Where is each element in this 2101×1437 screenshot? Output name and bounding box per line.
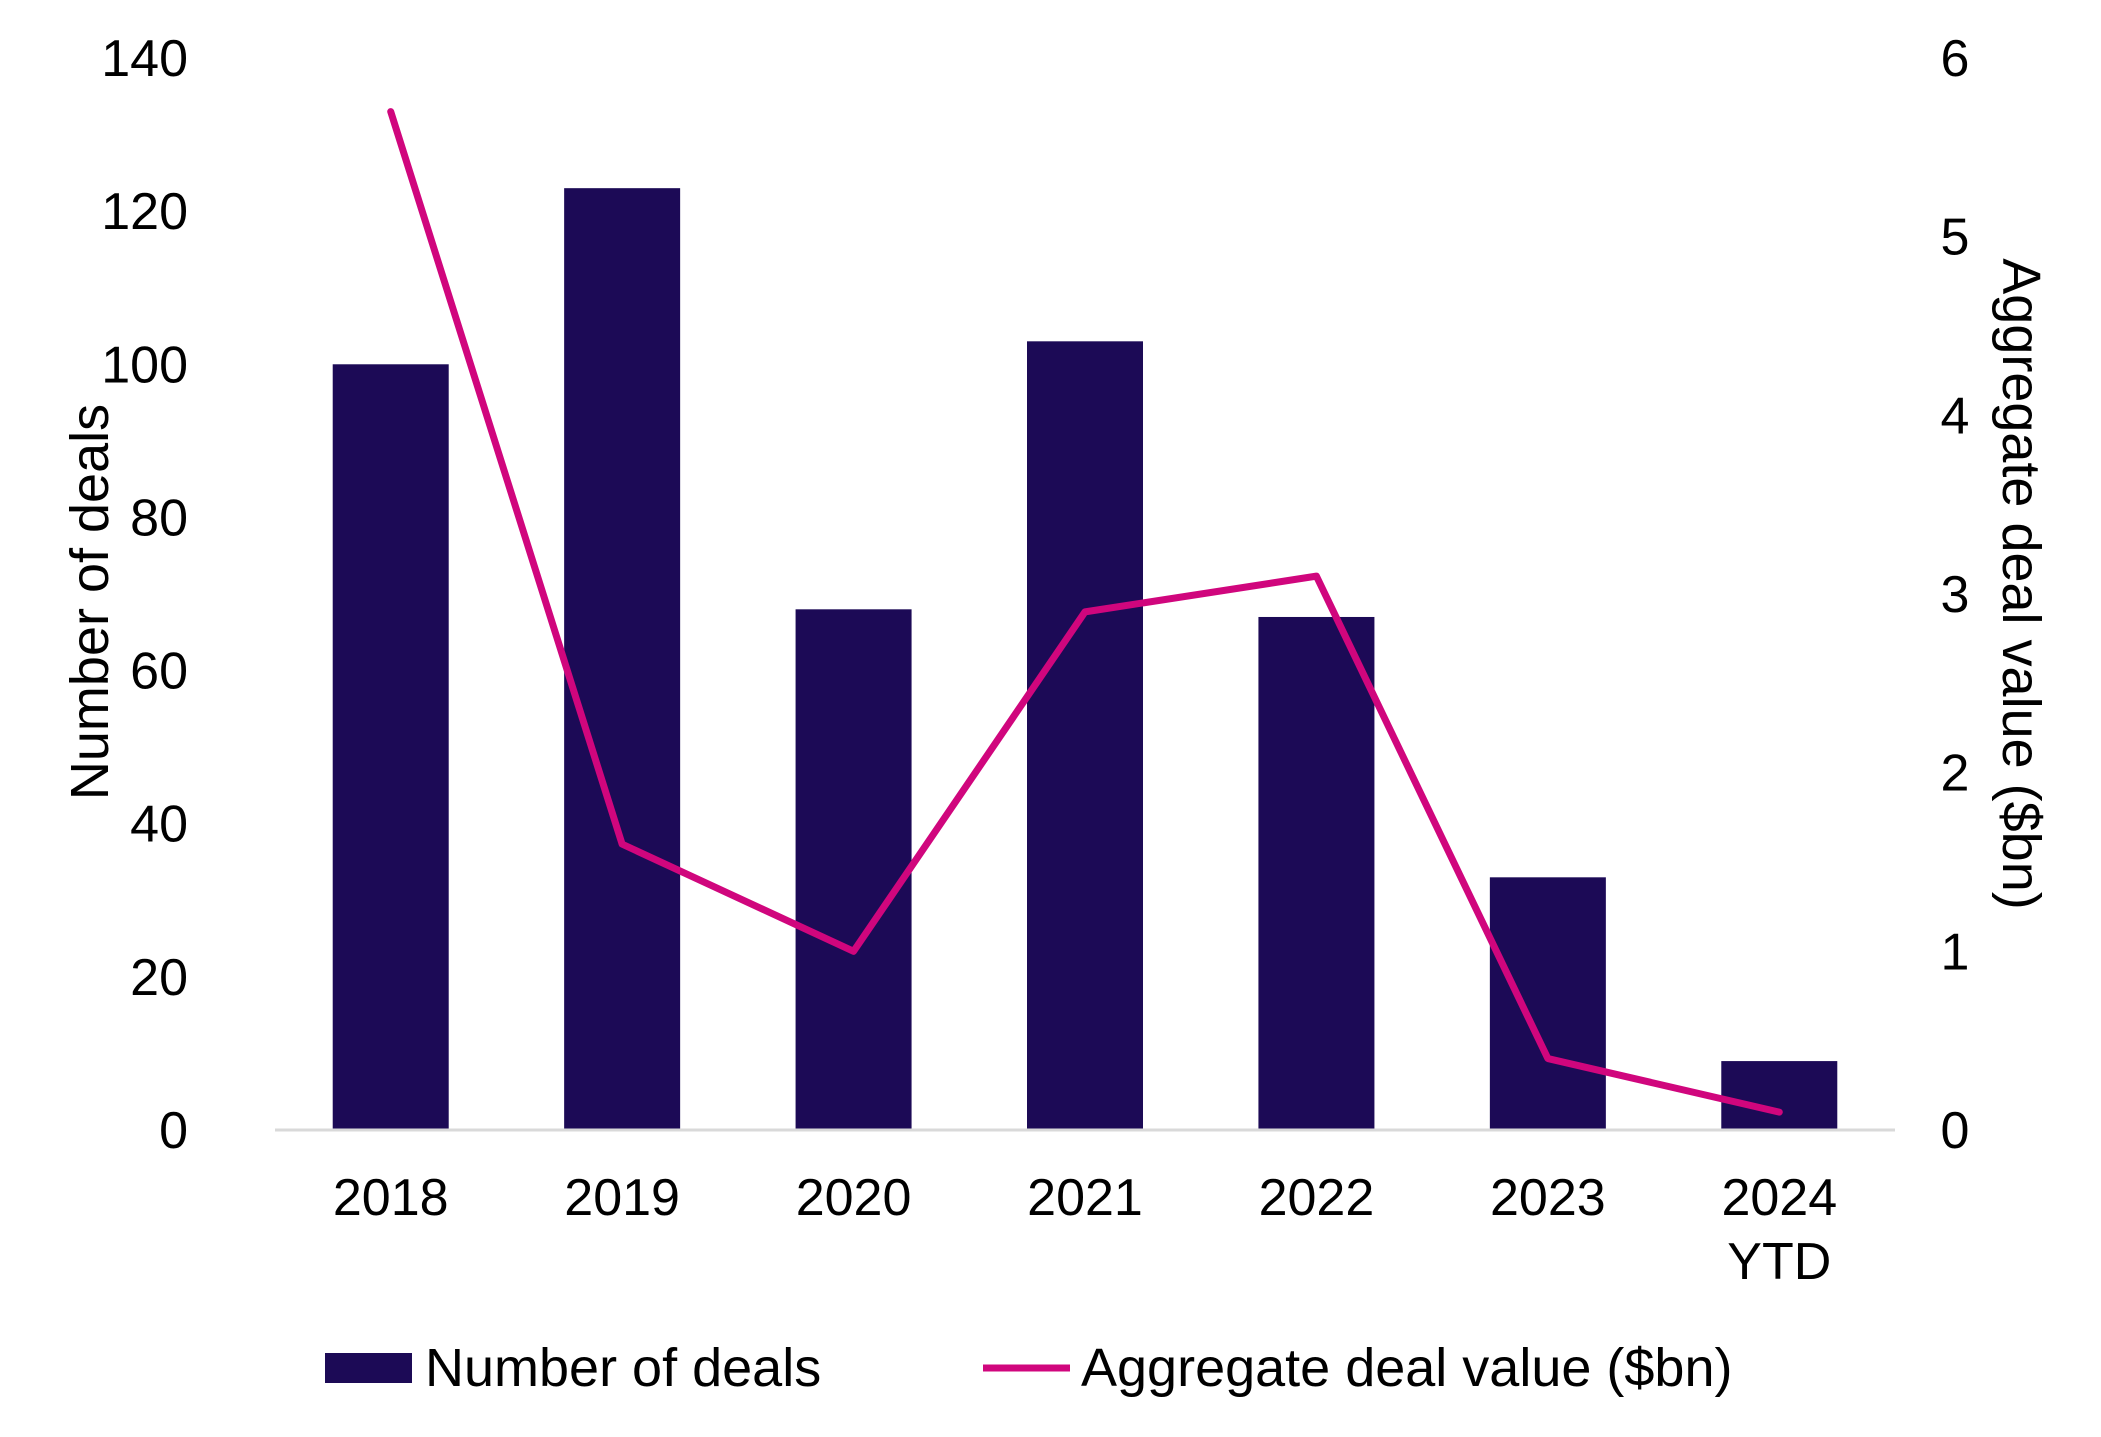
right-tick-label: 2	[1941, 745, 1970, 803]
left-tick-label: 60	[130, 643, 188, 701]
bar-2022	[1258, 616, 1375, 1130]
legend-bar-label: Number of deals	[425, 1338, 821, 1398]
left-axis-title: Number of deals	[60, 404, 120, 800]
left-tick-label: 120	[101, 183, 188, 241]
left-tick-label: 0	[159, 1102, 188, 1160]
right-tick-label: 3	[1941, 566, 1970, 624]
legend: Number of deals Aggregate deal value ($b…	[325, 1338, 1732, 1398]
left-tick-label: 140	[101, 30, 188, 88]
x-tick-label: 2022	[1259, 1169, 1375, 1227]
left-tick-label: 100	[101, 336, 188, 394]
x-tick-label: 2019	[564, 1169, 680, 1227]
line-series	[387, 108, 1783, 1116]
bar-2021	[1027, 341, 1143, 1130]
legend-bar-swatch	[325, 1353, 412, 1383]
left-tick-label: 80	[130, 489, 188, 547]
x-tick-label: 2018	[333, 1169, 449, 1227]
left-tick-label: 20	[130, 949, 188, 1007]
x-tick-label: 2023	[1490, 1169, 1606, 1227]
legend-line-label: Aggregate deal value ($bn)	[1081, 1338, 1732, 1398]
right-tick-label: 1	[1941, 923, 1970, 981]
bar-2023	[1489, 877, 1606, 1130]
x-tick-label: 2020	[796, 1169, 912, 1227]
right-tick-label: 4	[1941, 387, 1970, 445]
x-tick-label: 2021	[1027, 1169, 1143, 1227]
x-axis-ticks: 2018 2019 2020 2021 2022 2023 2024 YTD	[333, 1169, 1837, 1291]
left-axis-ticks: 0 20 40 60 80 100 120 140	[101, 30, 188, 1160]
right-axis-title: Aggregate deal value ($bn)	[1991, 258, 2051, 909]
left-tick-label: 40	[130, 796, 188, 854]
right-tick-label: 6	[1941, 30, 1970, 88]
bar-2018	[332, 364, 449, 1130]
bar-2020	[795, 609, 912, 1130]
right-tick-label: 5	[1941, 209, 1970, 267]
right-tick-label: 0	[1941, 1102, 1970, 1160]
bar-2019	[564, 188, 681, 1130]
bar-2024-ytd	[1721, 1061, 1838, 1130]
right-axis-ticks: 0 1 2 3 4 5 6	[1941, 30, 1970, 1160]
x-tick-label: 2024 YTD	[1721, 1169, 1837, 1291]
bar-series	[332, 188, 1838, 1130]
